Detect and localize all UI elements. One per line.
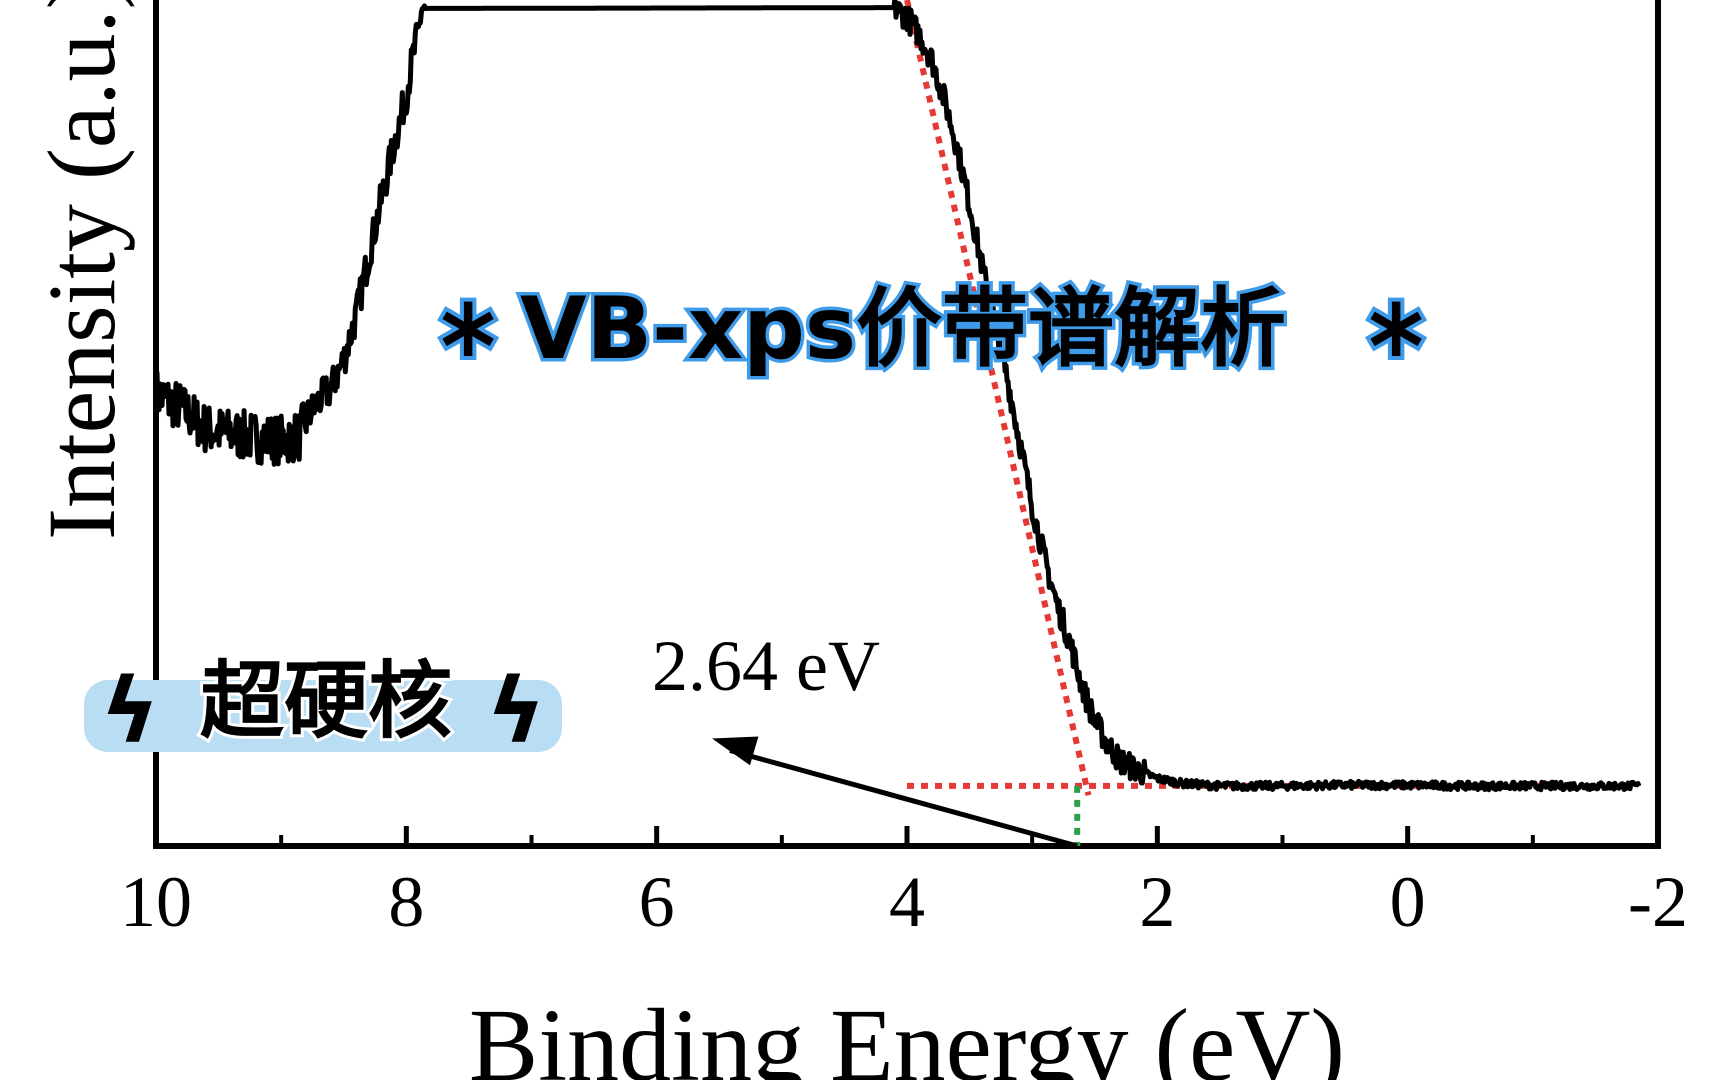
sticker-text: 超硬核: [200, 652, 452, 750]
series-layer: [156, 0, 1642, 793]
x-tick-label: 0: [1390, 862, 1426, 942]
x-tick-labels: 10 8 6 4 2 0 -2: [120, 862, 1688, 942]
x-tick-label: 6: [639, 862, 675, 942]
x-tick-label: 8: [388, 862, 424, 942]
y-axis-title: Intensity (a.u.): [28, 0, 135, 540]
guide-linear-fit: [904, 0, 1092, 796]
x-tick-label: 10: [120, 862, 192, 942]
x-ticks: [153, 826, 1661, 846]
x-axis-title: Binding Energy (eV): [469, 988, 1345, 1080]
title-banner: ✱ VB-xps价带谱解析 ✱: [432, 276, 1431, 383]
banner-sparkle-right: ✱: [1362, 284, 1429, 377]
annotation-arrowhead: [712, 736, 759, 766]
lightning-right-icon: ϟ: [486, 659, 545, 764]
x-tick-label: 4: [889, 862, 925, 942]
x-tick-label: -2: [1628, 862, 1688, 942]
lightning-left-icon: ϟ: [100, 659, 159, 764]
annotation-group: 2.64 eV: [652, 626, 1078, 849]
hardcore-sticker: ϟ 超硬核 ϟ: [84, 649, 562, 764]
annotation-label: 2.64 eV: [652, 626, 880, 706]
sticker-background: [84, 680, 562, 752]
annotation-arrow: [729, 748, 1078, 849]
x-tick-label: 2: [1139, 862, 1175, 942]
banner-text: VB-xps价带谱解析: [520, 279, 1286, 379]
guide-lines: [904, 0, 1577, 846]
spectrum-line: [156, 0, 1642, 793]
banner-sparkle-left: ✱: [434, 284, 501, 377]
